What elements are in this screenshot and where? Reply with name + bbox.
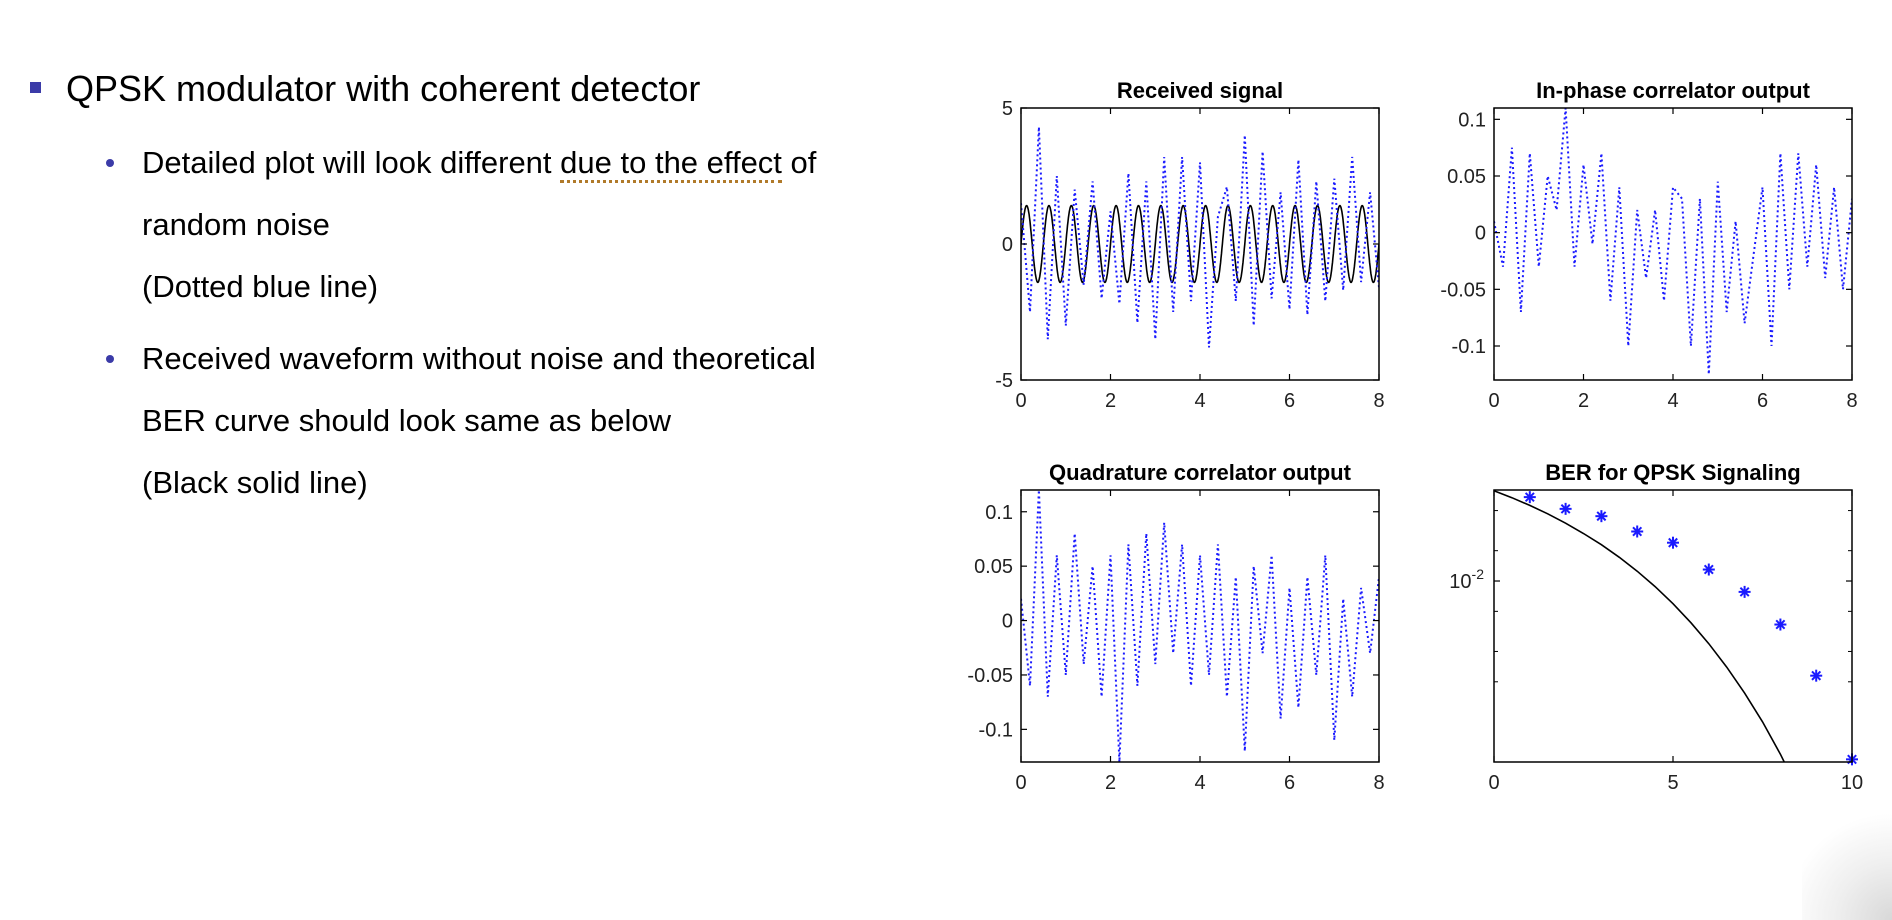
round-bullet-icon <box>106 159 114 167</box>
plot-frame <box>1020 489 1380 763</box>
chart-panel-3: Quadrature correlator output 0 2 4 6 8 0.1 0.05… <box>967 460 1384 794</box>
charts-panel: Received signal 0 2 4 6 8 5 0 -5 In-phase correla… <box>940 60 1892 820</box>
text-segment: Detailed plot will look different <box>142 145 561 180</box>
x-tick-label: 2 <box>1578 390 1589 412</box>
x-tick-label: 8 <box>1373 390 1384 412</box>
marker-stroke <box>1811 670 1822 681</box>
x-tick-label: 4 <box>1667 390 1678 412</box>
spellcheck-underlined-text: due to the effect <box>560 145 782 183</box>
main-bullet-text: QPSK modulator with coherent detector <box>66 68 701 109</box>
chart-title: Received signal <box>1117 78 1283 103</box>
y-tick-label: 10-2 <box>1449 566 1484 593</box>
marker-stroke <box>1560 503 1571 514</box>
y-tick-label: 0 <box>1475 223 1486 245</box>
y-tick-label: 0.05 <box>974 556 1013 578</box>
data-point-marker <box>1667 536 1679 549</box>
x-tick-label: 6 <box>1757 390 1768 412</box>
sub-bullet-line: BER curve should look same as below <box>142 403 671 438</box>
y-tick-label: 5 <box>1002 98 1013 120</box>
data-point-marker <box>1559 502 1572 515</box>
sub-bullet-line: (Black solid line) <box>142 465 368 500</box>
x-tick-label: 2 <box>1105 772 1116 794</box>
x-tick-label: 0 <box>1015 390 1026 412</box>
sub-bullet-line: random noise <box>142 207 330 242</box>
y-tick-label: 0 <box>1002 611 1013 633</box>
marker-stroke <box>1775 619 1786 630</box>
x-tick-label: 5 <box>1667 772 1678 794</box>
x-tick-label: 6 <box>1284 772 1295 794</box>
x-tick-label: 8 <box>1373 772 1384 794</box>
marker-stroke <box>1632 526 1643 537</box>
y-tick-base: 10 <box>1449 571 1471 593</box>
data-point-marker <box>1631 525 1644 538</box>
data-point-marker <box>1702 563 1715 576</box>
sub-bullet-line: (Dotted blue line) <box>142 269 379 304</box>
y-tick-label: 0.1 <box>985 502 1013 524</box>
marker-stroke <box>1524 492 1535 503</box>
data-point-marker <box>1774 618 1787 631</box>
y-tick-label: -0.05 <box>1440 279 1486 301</box>
x-tick-label: 10 <box>1841 772 1863 794</box>
chart-title: In-phase correlator output <box>1536 78 1810 103</box>
corner-shadow <box>1802 810 1892 920</box>
sub-bullet-line: Detailed plot will look different due to… <box>142 132 816 194</box>
x-tick-label: 2 <box>1105 390 1116 412</box>
clean-series-line <box>1021 204 1379 284</box>
plot-frame <box>1493 489 1853 763</box>
y-tick-label: 0 <box>1002 234 1013 256</box>
sub-bullet-line: Received waveform without noise and theo… <box>142 341 816 376</box>
round-bullet-icon <box>106 355 114 363</box>
marker-stroke <box>1703 564 1714 575</box>
plot-frame <box>1493 107 1853 381</box>
marker-stroke <box>1596 511 1607 522</box>
y-tick-label: 0.1 <box>1458 109 1486 131</box>
x-tick-label: 0 <box>1488 390 1499 412</box>
x-tick-label: 0 <box>1015 772 1026 794</box>
x-tick-label: 6 <box>1284 390 1295 412</box>
x-tick-label: 0 <box>1488 772 1499 794</box>
data-point-marker <box>1523 491 1536 504</box>
y-tick-label: -0.05 <box>967 665 1013 687</box>
data-point-marker <box>1810 669 1823 682</box>
marker-stroke <box>1739 586 1750 597</box>
data-point-marker <box>1595 510 1608 523</box>
slide-text: QPSK modulator with coherent detector De… <box>0 0 940 920</box>
chart-title: Quadrature correlator output <box>1049 460 1352 485</box>
y-tick-label: -5 <box>995 370 1013 392</box>
y-tick-label: -0.1 <box>979 719 1013 741</box>
text-segment: of <box>781 145 817 180</box>
chart-panel-2: In-phase correlator output 0 2 4 6 8 0.1 0.05 0 -… <box>1440 78 1857 412</box>
chart-title: BER for QPSK Signaling <box>1545 460 1800 485</box>
y-tick-exponent: -2 <box>1472 566 1485 582</box>
marker-stroke <box>1668 537 1678 548</box>
clean-series-line <box>1494 490 1786 762</box>
y-tick-label: -0.1 <box>1452 336 1486 358</box>
data-point-marker <box>1738 585 1751 598</box>
noisy-series-line <box>1021 490 1379 762</box>
square-bullet-icon <box>30 82 41 93</box>
x-tick-label: 4 <box>1194 772 1205 794</box>
x-tick-label: 4 <box>1194 390 1205 412</box>
y-tick-label: 0.05 <box>1447 166 1486 188</box>
noisy-series-line <box>1021 126 1379 348</box>
x-tick-label: 8 <box>1846 390 1857 412</box>
noisy-series-line <box>1494 108 1852 375</box>
